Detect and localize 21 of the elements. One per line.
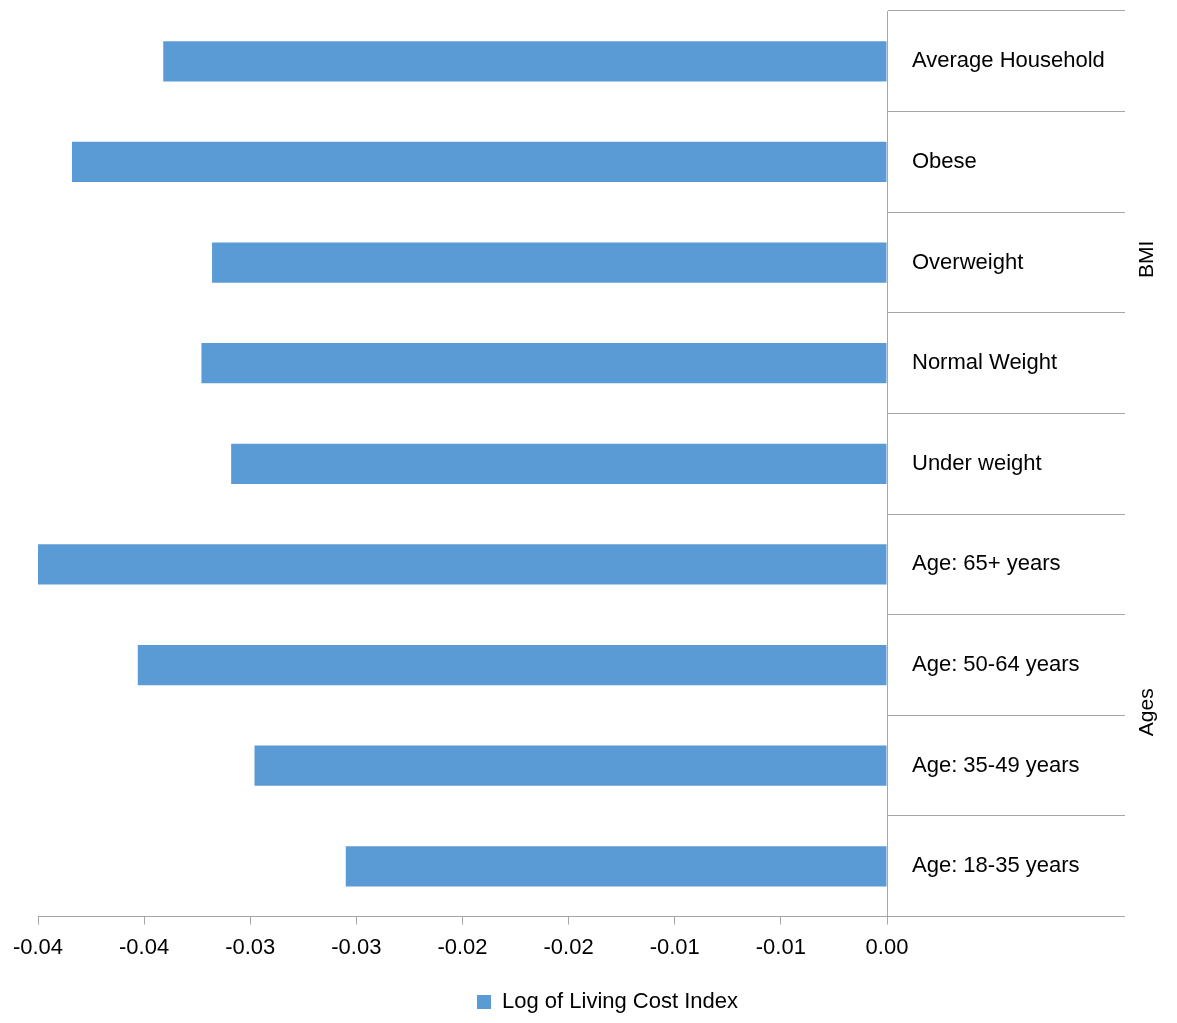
x-tick-label: -0.01 — [649, 933, 700, 959]
x-tick-label: -0.04 — [12, 933, 64, 959]
y-tick-label: Normal Weight — [912, 349, 1058, 375]
text: Ages — [1133, 688, 1157, 737]
x-tick-label: -0.03 — [225, 933, 276, 959]
legend-label: Log of Living Cost Index — [501, 988, 739, 1014]
y-tick-label: Age: 50-64 years — [912, 651, 1080, 677]
y-tick-label: Age: 18-35 years — [912, 852, 1080, 878]
x-tick-label: -0.01 — [755, 933, 806, 959]
x-tick-label: -0.02 — [437, 933, 488, 959]
x-tick-label: -0.04 — [119, 933, 170, 959]
y-tick-label: Obese — [912, 148, 977, 173]
x-tick-label: 0.00 — [865, 933, 909, 959]
y-tick-label: Age: 65+ years — [912, 550, 1061, 576]
y-tick-label: Under weight — [912, 449, 1042, 475]
y-tick-label: Average Household — [912, 47, 1105, 73]
y-tick-label: Age: 35-49 years — [912, 751, 1080, 777]
y-tick-label: Overweight — [912, 248, 1024, 274]
x-tick-label: -0.03 — [331, 933, 382, 959]
text: BMI — [1133, 240, 1157, 279]
x-tick-label: -0.02 — [543, 933, 594, 959]
